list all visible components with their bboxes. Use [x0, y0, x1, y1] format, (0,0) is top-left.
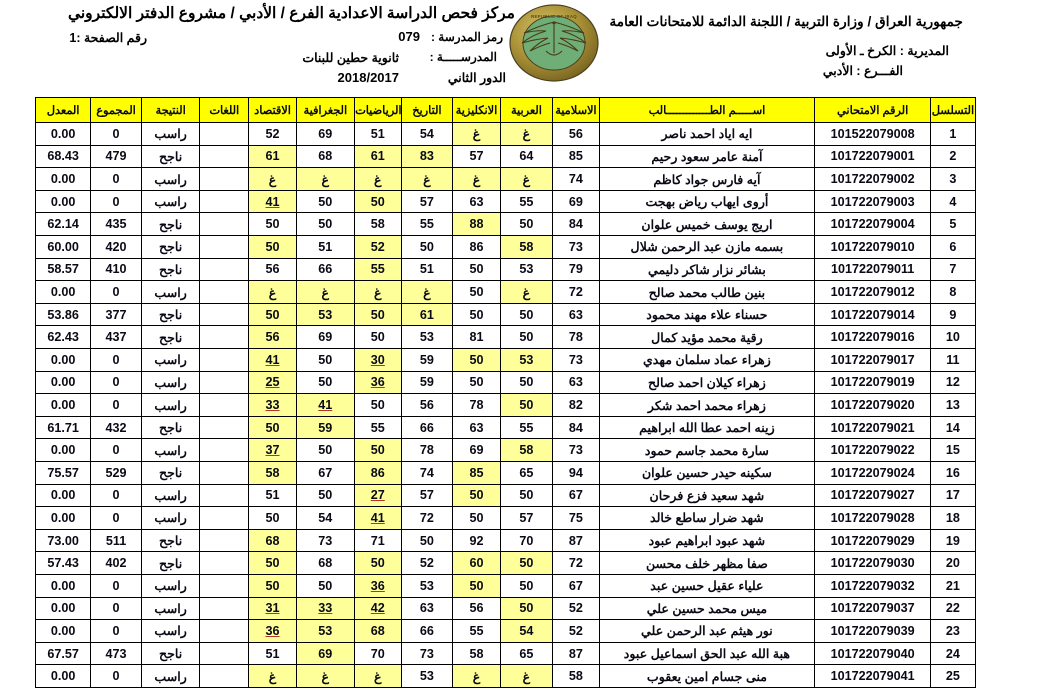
svg-text:REPUBLIC OF IRAQ: REPUBLIC OF IRAQ	[531, 14, 577, 19]
